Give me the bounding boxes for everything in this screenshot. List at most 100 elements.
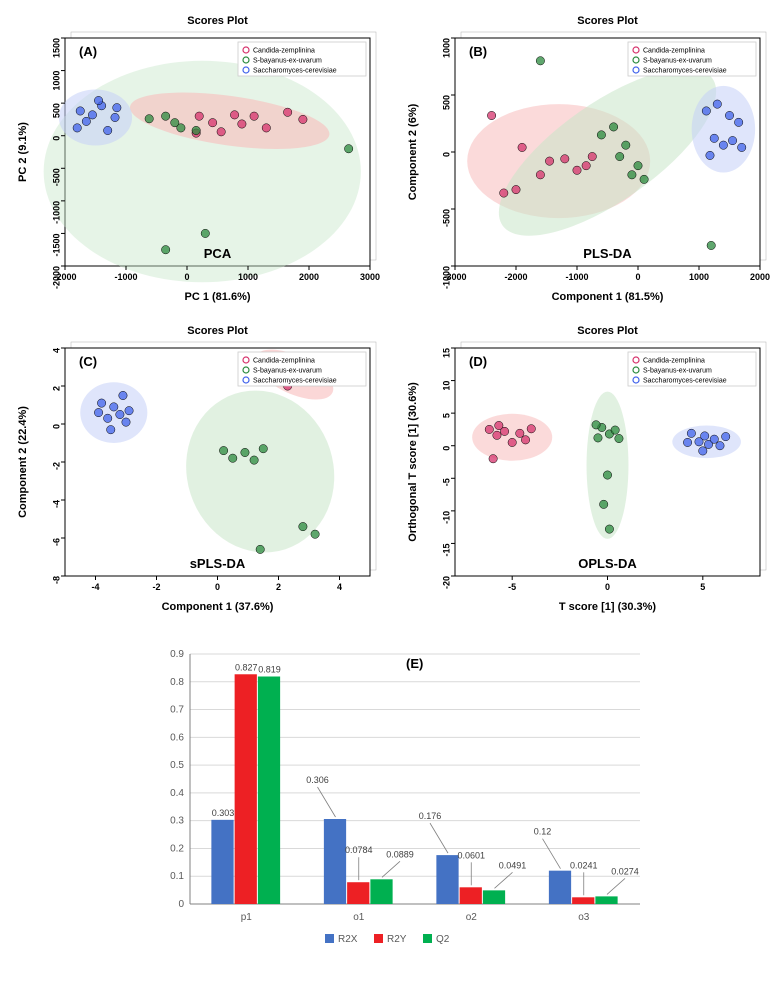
svg-text:2000: 2000 [750,272,770,282]
svg-text:4: 4 [337,582,342,592]
x-category-label: o2 [466,912,478,923]
svg-text:-5: -5 [441,478,451,486]
bar-value-label: 0.827 [235,662,258,672]
svg-text:5: 5 [700,582,705,592]
svg-text:10: 10 [441,381,451,391]
legend-label: Candida-zemplinina [253,358,315,365]
bar [258,677,280,905]
x-category-label: o1 [353,912,365,923]
bar-value-label: 0.306 [306,775,329,785]
svg-text:1000: 1000 [51,71,61,91]
panel-letter: (D) [469,354,487,369]
y-tick-label: 0.2 [170,843,184,854]
legend-label: Saccharomyces-cerevisiae [643,378,727,385]
bar [211,820,233,904]
svg-text:-500: -500 [441,209,451,227]
bar-value-label: 0.819 [258,665,281,675]
legend-label: R2X [338,934,358,945]
bar-value-label: 0.0241 [570,860,598,870]
callout-line-icon [607,878,625,894]
svg-text:2: 2 [276,582,281,592]
panel-b: -3000-2000-1000010002000-1000-5000500100… [400,10,770,310]
svg-text:-2: -2 [152,582,160,592]
plot-title: Scores Plot [187,15,248,27]
y-tick-label: 0.5 [170,760,184,771]
svg-text:-2: -2 [51,462,61,470]
panel-letter: (A) [79,44,97,59]
legend-label: S-bayanus-ex-uvarum [253,368,322,375]
legend-label: S-bayanus-ex-uvarum [643,58,712,65]
svg-text:500: 500 [441,95,451,110]
y-tick-label: 0.9 [170,649,184,660]
svg-text:-1500: -1500 [51,233,61,256]
bar [370,879,392,904]
svg-text:-4: -4 [51,500,61,508]
bar [549,871,571,904]
svg-text:0: 0 [441,446,451,451]
svg-text:0: 0 [184,272,189,282]
y-tick-label: 0.1 [170,871,184,882]
svg-text:1000: 1000 [238,272,258,282]
method-label: sPLS-DA [190,556,246,571]
bar [235,674,257,904]
plot-title: Scores Plot [577,325,638,337]
svg-text:-1000: -1000 [114,272,137,282]
svg-text:-1000: -1000 [441,266,451,289]
svg-text:-15: -15 [441,543,451,556]
y-tick-label: 0.6 [170,732,184,743]
bar-value-label: 0.12 [534,827,552,837]
bar [324,819,346,904]
legend-label: Saccharomyces-cerevisiae [253,68,337,75]
panel-c: -4-2024-8-6-4-2024Component 1 (37.6%)Com… [10,320,380,620]
x-axis-label: T score [1] (30.3%) [559,601,657,613]
legend-label: Saccharomyces-cerevisiae [643,68,727,75]
svg-text:-1000: -1000 [565,272,588,282]
callout-line-icon [495,872,513,888]
svg-text:2: 2 [51,386,61,391]
figure-grid: -2000-10000100020003000-2000-1500-1000-5… [10,10,770,965]
bar-value-label: 0.0889 [386,849,414,859]
y-axis-label: Component 2 (6%) [407,103,419,200]
svg-text:500: 500 [51,103,61,118]
callout-line-icon [543,839,561,869]
x-axis-label: PC 1 (81.6%) [184,291,250,303]
bar [436,855,458,904]
method-label: PCA [204,246,232,261]
svg-text:0: 0 [605,582,610,592]
legend-label: S-bayanus-ex-uvarum [643,368,712,375]
x-category-label: o3 [578,912,590,923]
svg-text:-4: -4 [91,582,99,592]
y-axis-label: PC 2 (9.1%) [17,122,29,182]
bar-value-label: 0.0274 [611,866,639,876]
bar [572,897,594,904]
svg-text:0: 0 [51,136,61,141]
y-tick-label: 0.4 [170,788,184,799]
panel-a: -2000-10000100020003000-2000-1500-1000-5… [10,10,380,310]
svg-text:-2000: -2000 [51,266,61,289]
plot-title: Scores Plot [577,15,638,27]
svg-text:-500: -500 [51,168,61,186]
svg-text:0: 0 [441,152,451,157]
bar-value-label: 0.303 [212,808,235,818]
panel-letter: (E) [406,656,423,671]
svg-text:-1000: -1000 [51,201,61,224]
svg-text:15: 15 [441,348,451,358]
bar [460,887,482,904]
method-label: OPLS-DA [578,556,637,571]
legend-label: Candida-zemplinina [643,48,705,55]
svg-text:4: 4 [51,348,61,353]
svg-text:-10: -10 [441,511,451,524]
svg-text:3000: 3000 [360,272,380,282]
method-label: PLS-DA [583,246,632,261]
svg-text:1000: 1000 [689,272,709,282]
bar-value-label: 0.0601 [457,850,485,860]
x-category-label: p1 [241,912,253,923]
panel-e-wrap: 00.10.20.30.40.50.60.70.80.90.3030.8270.… [10,640,770,965]
bar [347,882,369,904]
legend-label: Q2 [436,934,450,945]
y-axis-label: Orthogonal T score [1] (30.6%) [407,382,419,542]
panel-letter: (C) [79,354,97,369]
legend-swatch-icon [374,934,383,943]
svg-text:0: 0 [51,424,61,429]
svg-text:-6: -6 [51,538,61,546]
